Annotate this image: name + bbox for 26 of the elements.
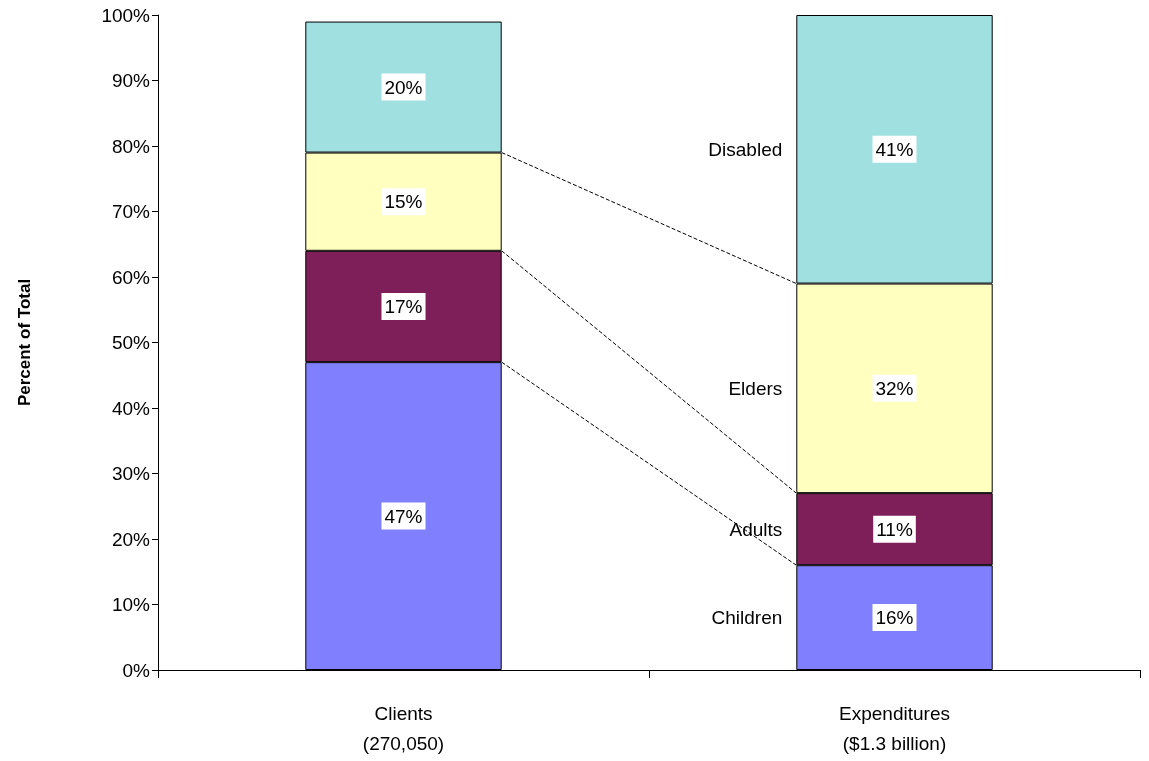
y-tick-label: 80% bbox=[111, 135, 151, 157]
y-tick-label: 20% bbox=[111, 528, 151, 550]
y-tick-label: 70% bbox=[111, 201, 151, 222]
data-label: 15% bbox=[384, 191, 423, 213]
series-label: Children bbox=[711, 607, 783, 629]
data-label: 41% bbox=[875, 138, 914, 160]
data-label: 32% bbox=[875, 377, 914, 399]
y-tick-label: 50% bbox=[111, 332, 151, 353]
data-label: 17% bbox=[384, 295, 423, 317]
y-axis-title: Percent of Total bbox=[15, 278, 34, 407]
y-tick-label: 0% bbox=[122, 659, 151, 681]
series-label: Elders bbox=[728, 377, 783, 399]
y-tick-label: 30% bbox=[111, 463, 151, 484]
data-label: 47% bbox=[384, 505, 423, 527]
y-tick-label: 90% bbox=[111, 70, 151, 91]
y-tick-label: 40% bbox=[111, 397, 151, 419]
y-tick-label: 100% bbox=[101, 4, 151, 26]
series-label: Disabled bbox=[708, 138, 783, 160]
x-tick-label: Expenditures ($1.3 billion) bbox=[839, 702, 950, 754]
data-label: 16% bbox=[875, 607, 914, 629]
data-label: 11% bbox=[876, 518, 913, 540]
series-label: Adults bbox=[729, 518, 783, 540]
y-tick-label: 60% bbox=[111, 266, 151, 288]
data-label: 20% bbox=[384, 76, 423, 98]
x-tick-label: Clients (270,050) bbox=[362, 702, 445, 754]
y-tick-label: 10% bbox=[111, 594, 151, 615]
